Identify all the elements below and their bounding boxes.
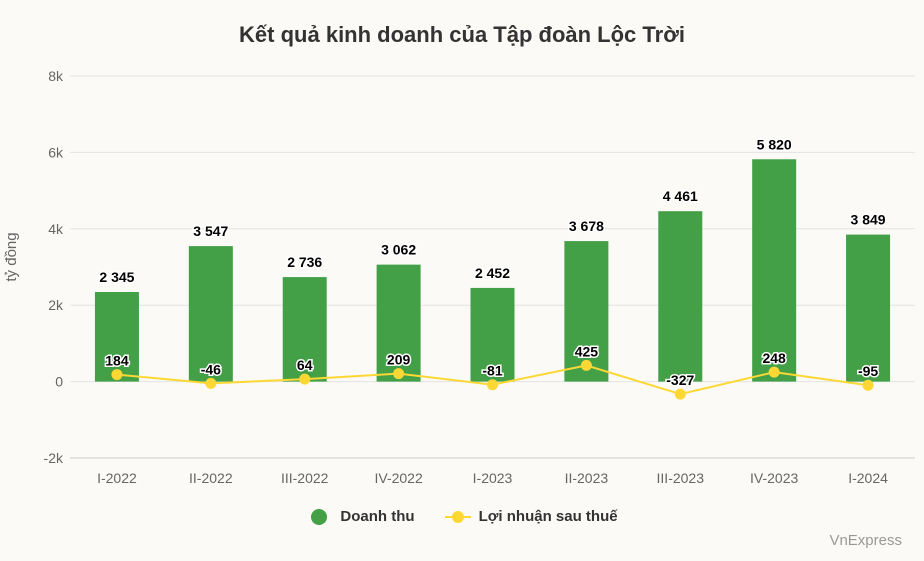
bar-data-label: 5 820 (757, 136, 792, 152)
bar (752, 159, 797, 382)
bar (376, 264, 421, 382)
line-point (674, 388, 686, 400)
bar (564, 241, 609, 382)
bar (658, 211, 703, 382)
x-tick-label: II-2023 (565, 470, 609, 486)
line-data-label: 248 (762, 350, 786, 366)
y-tick-label: -2k (44, 450, 64, 466)
bar-data-label: 4 461 (663, 188, 698, 204)
legend-swatch-bar-icon (306, 508, 332, 525)
y-tick-label: 2k (48, 297, 64, 313)
line-point (205, 377, 217, 389)
bar (94, 292, 139, 382)
x-tick-label: III-2023 (657, 470, 705, 486)
line-data-label: 184 (105, 353, 129, 369)
y-tick-label: 0 (55, 374, 63, 390)
source-credit: VnExpress (829, 532, 902, 549)
line-data-label: 425 (575, 343, 599, 359)
legend-label-doanh-thu: Doanh thu (340, 508, 415, 525)
line-point (862, 379, 874, 391)
y-axis-title: tỷ đồng (3, 232, 20, 281)
line-data-label: 209 (387, 352, 411, 368)
x-tick-label: III-2022 (281, 470, 329, 486)
line-point (580, 359, 592, 371)
bar-data-label: 2 345 (99, 269, 134, 285)
line-point (768, 366, 780, 378)
chart-legend: Doanh thu Lợi nhuận sau thuế (0, 508, 924, 525)
bar (188, 246, 233, 382)
bar-data-label: 3 849 (851, 212, 886, 228)
legend-swatch-line-icon (444, 509, 471, 525)
x-tick-label: I-2022 (97, 470, 137, 486)
y-tick-label: 8k (48, 68, 64, 84)
x-tick-label: IV-2023 (750, 470, 798, 486)
line-point (299, 373, 311, 385)
line-data-label: 64 (297, 357, 313, 373)
x-tick-label: IV-2022 (374, 470, 422, 486)
legend-item-loi-nhuan[interactable]: Lợi nhuận sau thuế (444, 508, 618, 525)
y-tick-label: 4k (48, 221, 64, 237)
bar-data-label: 2 736 (287, 254, 322, 270)
bar-data-label: 3 547 (193, 223, 228, 239)
chart-title: Kết quả kinh doanh của Tập đoàn Lộc Trời (239, 22, 685, 47)
bar (846, 234, 891, 382)
x-tick-label: I-2024 (848, 470, 888, 486)
line-data-label: -46 (201, 361, 221, 377)
legend-item-doanh-thu[interactable]: Doanh thu (306, 508, 415, 525)
legend-label-loi-nhuan: Lợi nhuận sau thuế (478, 508, 618, 525)
x-tick-label: I-2023 (473, 470, 513, 486)
line-point (487, 379, 498, 391)
line-data-label: -81 (482, 363, 502, 379)
x-tick-label: II-2022 (189, 470, 233, 486)
bar-data-label: 3 062 (381, 242, 416, 258)
bar (282, 277, 327, 382)
bar-data-label: 2 452 (475, 265, 510, 281)
line-data-label: -327 (666, 372, 694, 388)
bar (470, 287, 515, 382)
y-tick-label: 6k (48, 144, 64, 160)
line-data-label: -95 (858, 363, 878, 379)
bar-data-label: 3 678 (569, 218, 604, 234)
line-point (393, 368, 405, 380)
line-point (111, 369, 123, 381)
